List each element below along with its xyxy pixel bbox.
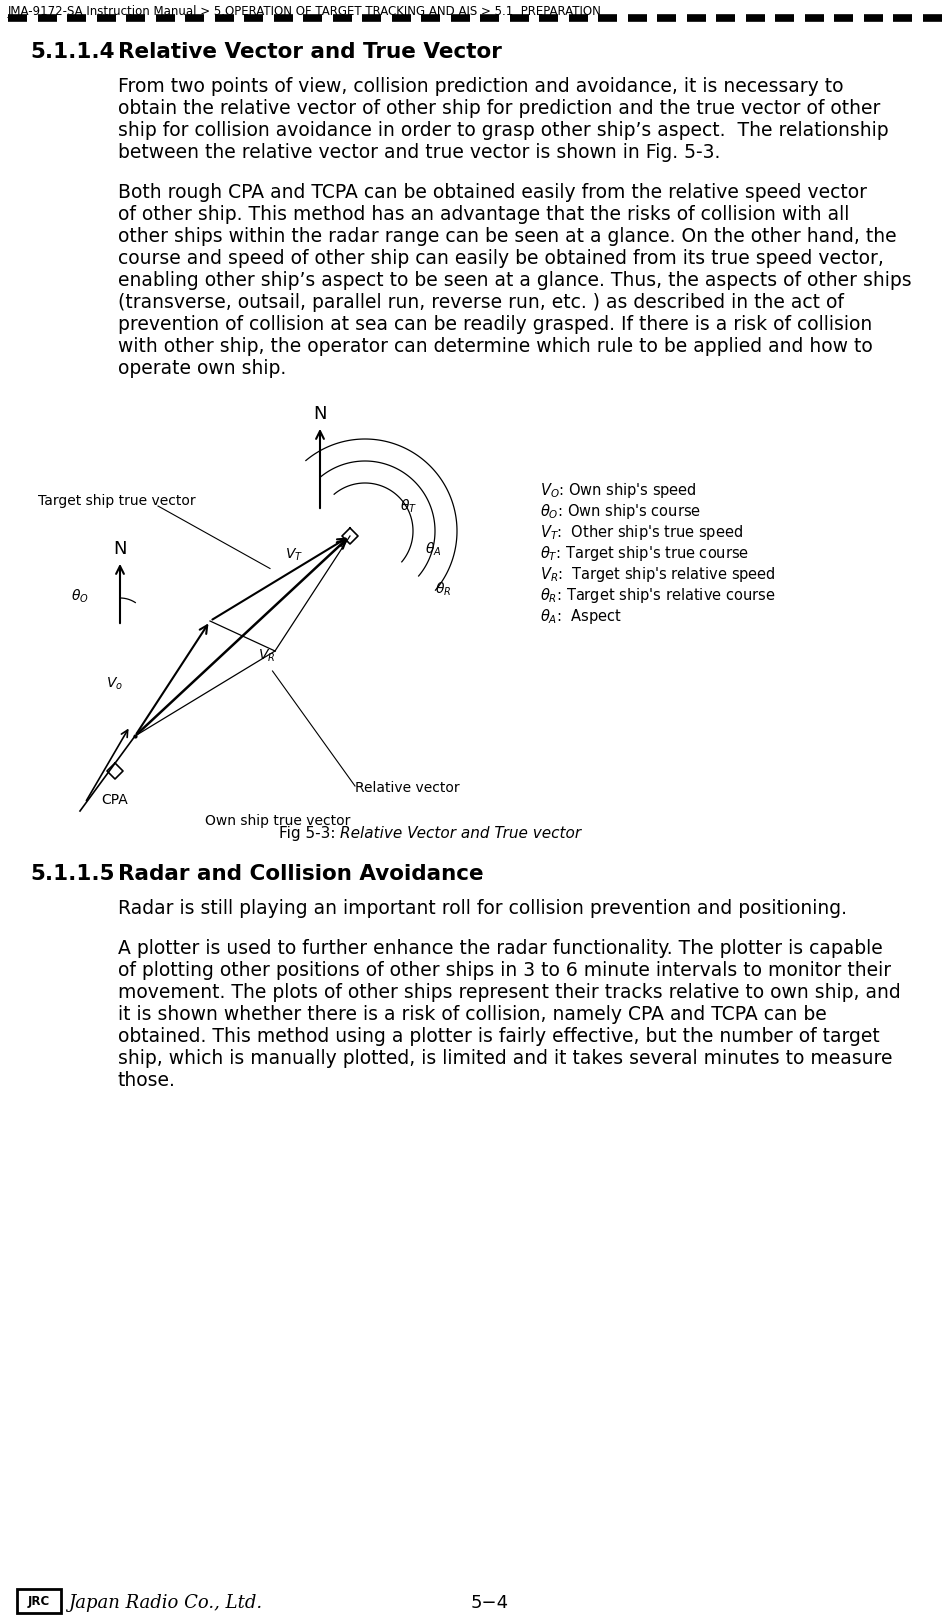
Text: Both rough CPA and TCPA can be obtained easily from the relative speed vector: Both rough CPA and TCPA can be obtained … [118, 183, 867, 202]
Text: $\theta_R$: $\theta_R$ [435, 580, 451, 598]
Text: with other ship, the operator can determine which rule to be applied and how to: with other ship, the operator can determ… [118, 337, 873, 356]
Text: between the relative vector and true vector is shown in Fig. 5-3.: between the relative vector and true vec… [118, 143, 721, 162]
Text: Own ship true vector: Own ship true vector [205, 813, 350, 828]
Text: 5−4: 5−4 [471, 1594, 509, 1612]
Text: JMA-9172-SA Instruction Manual > 5.OPERATION OF TARGET TRACKING AND AIS > 5.1  P: JMA-9172-SA Instruction Manual > 5.OPERA… [8, 5, 602, 18]
Text: other ships within the radar range can be seen at a glance. On the other hand, t: other ships within the radar range can b… [118, 227, 897, 246]
Text: Target ship true vector: Target ship true vector [38, 494, 195, 509]
Text: Japan Radio Co., Ltd.: Japan Radio Co., Ltd. [68, 1594, 262, 1612]
Text: obtained. This method using a plotter is fairly effective, but the number of tar: obtained. This method using a plotter is… [118, 1027, 880, 1047]
Text: $\theta_O$: $\theta_O$ [71, 588, 89, 604]
Text: operate own ship.: operate own ship. [118, 360, 287, 377]
Text: course and speed of other ship can easily be obtained from its true speed vector: course and speed of other ship can easil… [118, 249, 883, 267]
Text: $\theta_T$: $\theta_T$ [400, 497, 417, 515]
Text: obtain the relative vector of other ship for prediction and the true vector of o: obtain the relative vector of other ship… [118, 99, 881, 118]
Text: Radar is still playing an important roll for collision prevention and positionin: Radar is still playing an important roll… [118, 899, 847, 919]
Text: $V_O$: Own ship's speed: $V_O$: Own ship's speed [540, 481, 697, 501]
Text: From two points of view, collision prediction and avoidance, it is necessary to: From two points of view, collision predi… [118, 78, 843, 96]
Text: $V_T$: $V_T$ [285, 548, 303, 564]
Text: $V_o$: $V_o$ [106, 676, 123, 692]
Text: those.: those. [118, 1071, 176, 1090]
Text: of other ship. This method has an advantage that the risks of collision with all: of other ship. This method has an advant… [118, 206, 849, 224]
Text: $\theta_A$:  Aspect: $\theta_A$: Aspect [540, 608, 622, 625]
Text: $\theta_O$: Own ship's course: $\theta_O$: Own ship's course [540, 502, 701, 522]
Text: JRC: JRC [28, 1594, 50, 1607]
Text: Radar and Collision Avoidance: Radar and Collision Avoidance [118, 863, 484, 885]
Text: $V_R$: $V_R$ [257, 648, 275, 664]
Text: it is shown whether there is a risk of collision, namely CPA and TCPA can be: it is shown whether there is a risk of c… [118, 1004, 826, 1024]
Text: Fig 5-3:: Fig 5-3: [279, 826, 340, 841]
Text: N: N [313, 405, 327, 423]
Text: enabling other ship’s aspect to be seen at a glance. Thus, the aspects of other : enabling other ship’s aspect to be seen … [118, 271, 912, 290]
Text: $\theta_T$: Target ship's true course: $\theta_T$: Target ship's true course [540, 544, 749, 564]
Text: A plotter is used to further enhance the radar functionality. The plotter is cap: A plotter is used to further enhance the… [118, 940, 883, 957]
FancyBboxPatch shape [17, 1589, 61, 1614]
Text: 5.1.1.5: 5.1.1.5 [30, 863, 114, 885]
Text: 5.1.1.4: 5.1.1.4 [30, 42, 114, 62]
Text: Relative vector: Relative vector [355, 781, 460, 795]
Text: prevention of collision at sea can be readily grasped. If there is a risk of col: prevention of collision at sea can be re… [118, 314, 872, 334]
Text: $V_T$:  Other ship's true speed: $V_T$: Other ship's true speed [540, 523, 744, 543]
Text: Relative Vector and True Vector: Relative Vector and True Vector [118, 42, 502, 62]
Text: (transverse, outsail, parallel run, reverse run, etc. ) as described in the act : (transverse, outsail, parallel run, reve… [118, 293, 843, 313]
Text: $\theta_R$: Target ship's relative course: $\theta_R$: Target ship's relative cours… [540, 586, 776, 604]
Text: ship, which is manually plotted, is limited and it takes several minutes to meas: ship, which is manually plotted, is limi… [118, 1050, 893, 1068]
Text: $V_R$:  Target ship's relative speed: $V_R$: Target ship's relative speed [540, 565, 776, 583]
Text: ship for collision avoidance in order to grasp other ship’s aspect.  The relatio: ship for collision avoidance in order to… [118, 122, 888, 139]
Text: movement. The plots of other ships represent their tracks relative to own ship, : movement. The plots of other ships repre… [118, 983, 901, 1003]
Text: Relative Vector and True vector: Relative Vector and True vector [340, 826, 581, 841]
Text: $\theta_A$: $\theta_A$ [425, 541, 442, 557]
Text: of plotting other positions of other ships in 3 to 6 minute intervals to monitor: of plotting other positions of other shi… [118, 961, 891, 980]
Text: CPA: CPA [102, 794, 129, 807]
Text: N: N [113, 539, 127, 557]
